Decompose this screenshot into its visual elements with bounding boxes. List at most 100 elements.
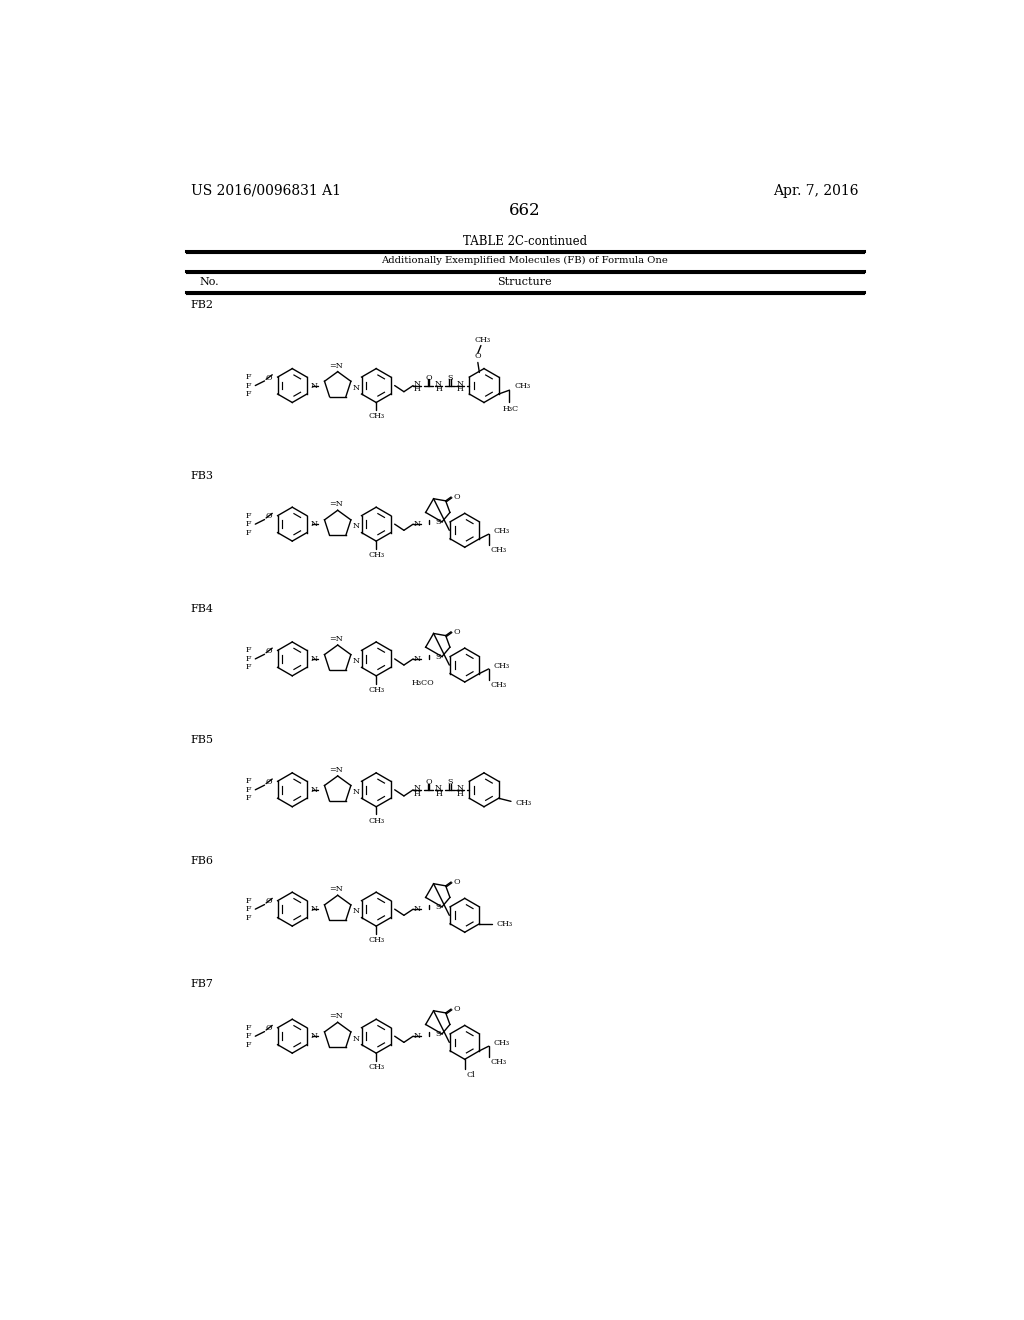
Text: H: H — [435, 385, 442, 393]
Text: H: H — [457, 789, 464, 797]
Text: N: N — [457, 784, 464, 792]
Text: N: N — [311, 381, 318, 389]
Text: F: F — [246, 785, 252, 793]
Text: S: S — [447, 374, 453, 381]
Text: F: F — [246, 374, 252, 381]
Text: F: F — [246, 906, 252, 913]
Text: N: N — [414, 655, 421, 663]
Text: N: N — [311, 1032, 318, 1040]
Text: O: O — [265, 777, 271, 787]
Text: N: N — [352, 1035, 359, 1043]
Text: F: F — [246, 1040, 252, 1048]
Text: H: H — [414, 385, 421, 393]
Text: O: O — [265, 898, 271, 906]
Text: N: N — [311, 906, 318, 913]
Text: Structure: Structure — [498, 277, 552, 286]
Text: S: S — [447, 777, 453, 787]
Text: S: S — [435, 652, 440, 660]
Text: FB6: FB6 — [190, 855, 214, 866]
Text: CH₃: CH₃ — [474, 337, 490, 345]
Text: N: N — [414, 784, 421, 792]
Text: CH₃: CH₃ — [490, 546, 506, 554]
Text: CH₃: CH₃ — [368, 550, 384, 558]
Text: O: O — [265, 374, 271, 381]
Text: S: S — [435, 517, 440, 525]
Text: O: O — [454, 628, 460, 636]
Text: H: H — [457, 385, 464, 393]
Text: F: F — [246, 664, 252, 672]
Text: Additionally Exemplified Molecules (FB) of Formula One: Additionally Exemplified Molecules (FB) … — [381, 256, 669, 265]
Text: N: N — [352, 523, 359, 531]
Text: CH₃: CH₃ — [368, 1063, 384, 1071]
Text: N: N — [352, 657, 359, 665]
Text: N: N — [311, 785, 318, 793]
Text: O: O — [265, 1024, 271, 1032]
Text: =N: =N — [330, 362, 343, 370]
Text: N: N — [311, 655, 318, 663]
Text: CH₃: CH₃ — [368, 412, 384, 420]
Text: CH₃: CH₃ — [494, 1039, 509, 1047]
Text: S: S — [435, 903, 440, 911]
Text: O: O — [265, 647, 271, 655]
Text: F: F — [246, 1032, 252, 1040]
Text: F: F — [246, 795, 252, 803]
Text: CH₃: CH₃ — [516, 799, 531, 807]
Text: FB3: FB3 — [190, 471, 214, 480]
Text: O: O — [474, 352, 481, 360]
Text: CH₃: CH₃ — [368, 685, 384, 694]
Text: F: F — [246, 1024, 252, 1032]
Text: O: O — [425, 777, 432, 787]
Text: No.: No. — [200, 277, 219, 286]
Text: CH₃: CH₃ — [368, 817, 384, 825]
Text: N: N — [352, 384, 359, 392]
Text: Cl: Cl — [466, 1071, 475, 1078]
Text: FB5: FB5 — [190, 735, 214, 744]
Text: CH₃: CH₃ — [497, 920, 512, 928]
Text: CH₃: CH₃ — [490, 681, 506, 689]
Text: CH₃: CH₃ — [490, 1059, 506, 1067]
Text: F: F — [246, 520, 252, 528]
Text: FB2: FB2 — [190, 300, 214, 310]
Text: H₃C: H₃C — [503, 405, 518, 413]
Text: O: O — [454, 492, 460, 502]
Text: N: N — [414, 906, 421, 913]
Text: N: N — [435, 784, 442, 792]
Text: CH₃: CH₃ — [494, 527, 509, 535]
Text: =N: =N — [330, 886, 343, 894]
Text: CH₃: CH₃ — [514, 383, 530, 391]
Text: F: F — [246, 913, 252, 921]
Text: O: O — [454, 878, 460, 886]
Text: N: N — [457, 380, 464, 388]
Text: =N: =N — [330, 1012, 343, 1020]
Text: N: N — [414, 1032, 421, 1040]
Text: =N: =N — [330, 766, 343, 774]
Text: O: O — [454, 1005, 460, 1012]
Text: =N: =N — [330, 635, 343, 643]
Text: F: F — [246, 896, 252, 904]
Text: H: H — [414, 789, 421, 797]
Text: CH₃: CH₃ — [494, 661, 509, 669]
Text: F: F — [246, 528, 252, 537]
Text: S: S — [435, 1030, 440, 1038]
Text: N: N — [414, 520, 421, 528]
Text: FB7: FB7 — [190, 979, 213, 989]
Text: F: F — [246, 655, 252, 663]
Text: Apr. 7, 2016: Apr. 7, 2016 — [773, 183, 859, 198]
Text: F: F — [246, 777, 252, 785]
Text: N: N — [311, 520, 318, 528]
Text: N: N — [435, 380, 442, 388]
Text: F: F — [246, 512, 252, 520]
Text: CH₃: CH₃ — [368, 936, 384, 944]
Text: H₃CO: H₃CO — [412, 678, 434, 686]
Text: O: O — [265, 512, 271, 520]
Text: US 2016/0096831 A1: US 2016/0096831 A1 — [190, 183, 341, 198]
Text: N: N — [352, 788, 359, 796]
Text: FB4: FB4 — [190, 603, 214, 614]
Text: N: N — [414, 380, 421, 388]
Text: TABLE 2C-continued: TABLE 2C-continued — [463, 235, 587, 248]
Text: F: F — [246, 647, 252, 655]
Text: 662: 662 — [509, 202, 541, 219]
Text: =N: =N — [330, 500, 343, 508]
Text: F: F — [246, 381, 252, 389]
Text: N: N — [352, 907, 359, 916]
